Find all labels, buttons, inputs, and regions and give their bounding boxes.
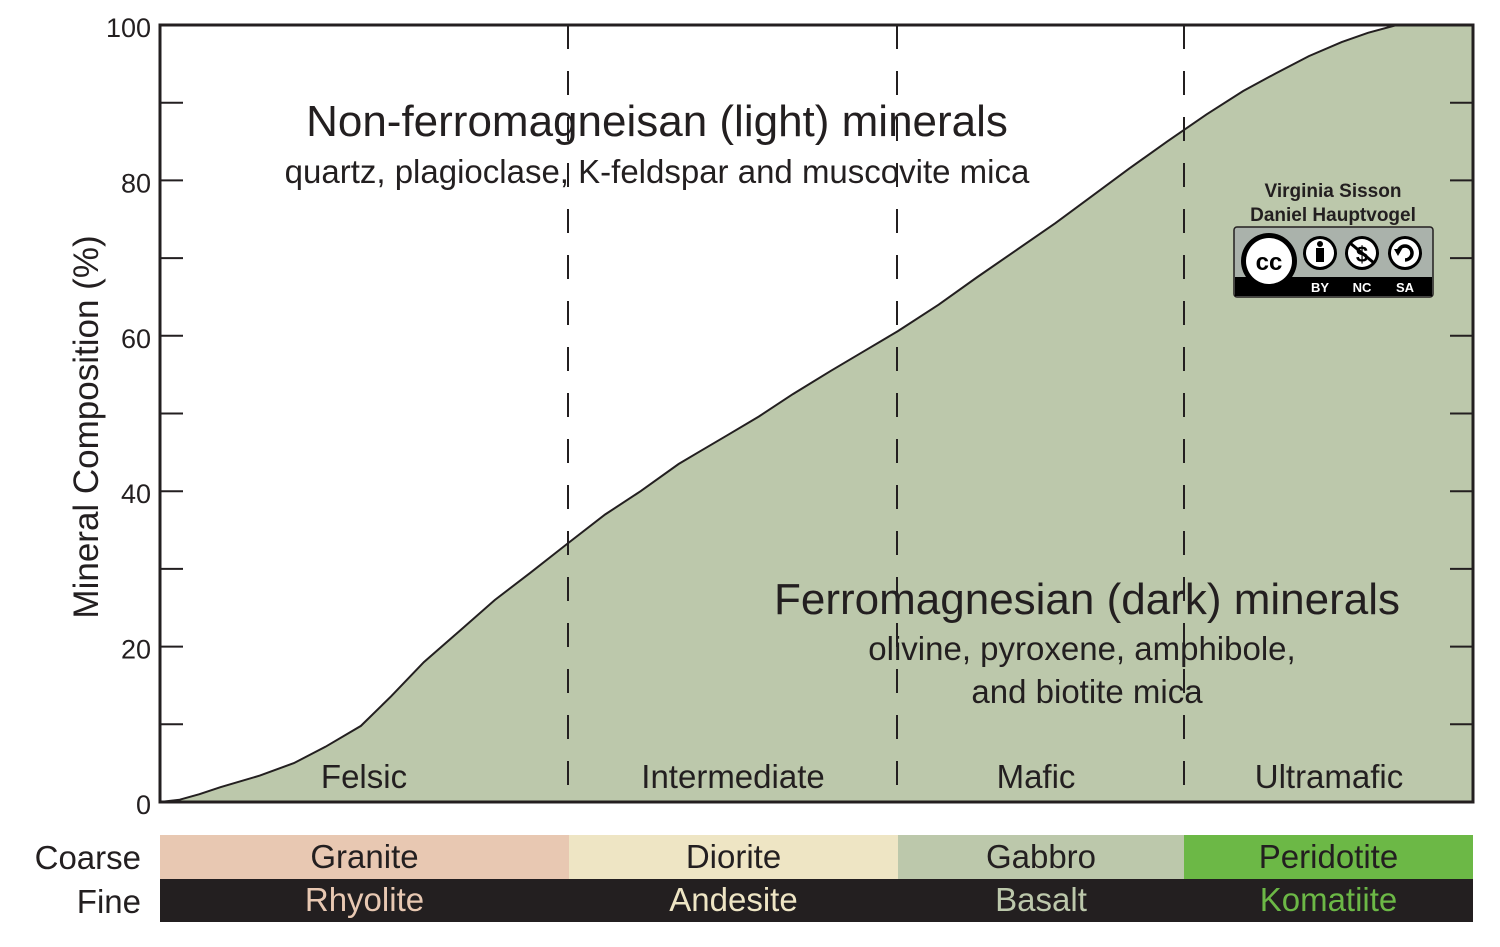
region-label-felsic: Felsic xyxy=(321,758,407,795)
row-label-fine: Fine xyxy=(77,883,141,920)
y-tick-label: 40 xyxy=(121,479,151,509)
fine-rock-rock-name: Basalt xyxy=(995,881,1087,918)
y-tick-label: 100 xyxy=(106,13,151,43)
coarse-rock-cell xyxy=(160,835,569,879)
license-label-sa: SA xyxy=(1396,280,1415,295)
coarse-rock-cell xyxy=(898,835,1184,879)
license-label-by: BY xyxy=(1311,280,1329,295)
y-tick-labels: 0 20 40 60 80 100 xyxy=(106,13,151,820)
coarse-rock-rock-name: Diorite xyxy=(686,838,781,875)
attribution-icon xyxy=(1303,236,1337,270)
fine-rock-cell xyxy=(160,879,569,922)
region-label-intermediate: Intermediate xyxy=(641,758,824,795)
dark-minerals-list-line2: and biotite mica xyxy=(971,673,1203,710)
fine-rock-rock-name: Rhyolite xyxy=(305,881,424,918)
noncommercial-icon: $ xyxy=(1345,236,1379,270)
coarse-rock-rock-name: Peridotite xyxy=(1259,838,1398,875)
fine-rock-cell xyxy=(569,879,898,922)
fine-rock-cell xyxy=(1184,879,1473,922)
light-minerals-title: Non-ferromagneisan (light) minerals xyxy=(306,97,1008,146)
cc-logo-text: cc xyxy=(1256,249,1283,276)
credit-author-1: Virginia Sisson xyxy=(1265,181,1402,202)
coarse-rock-rock-name: Gabbro xyxy=(986,838,1096,875)
cc-license-badge: cc $ BY xyxy=(1233,226,1434,298)
region-dividers xyxy=(567,25,1185,802)
dark-minerals-title: Ferromagnesian (dark) minerals xyxy=(774,575,1400,624)
y-tick-label: 80 xyxy=(121,168,151,198)
y-tick-label: 0 xyxy=(136,790,151,820)
fine-row: Rhyolite Andesite Basalt Komatiite xyxy=(160,879,1473,922)
dark-minerals-list-line1: olivine, pyroxene, amphibole, xyxy=(868,630,1295,667)
license-label-nc: NC xyxy=(1353,280,1372,295)
coarse-rock-rock-name: Granite xyxy=(310,838,418,875)
fine-rock-cell xyxy=(898,879,1184,922)
ferromagnesian-area xyxy=(160,25,1473,802)
credit-author-2: Daniel Hauptvogel xyxy=(1250,205,1416,226)
coarse-row: Granite Diorite Gabbro Peridotite xyxy=(160,835,1473,879)
credits-block: Virginia Sisson Daniel Hauptvogel cc xyxy=(1233,181,1434,298)
row-label-coarse: Coarse xyxy=(35,839,141,876)
coarse-rock-cell xyxy=(1184,835,1473,879)
rock-type-table: Coarse Fine Granite Diorite Gabbro Peridoti… xyxy=(35,835,1473,922)
axis-ticks xyxy=(159,24,1474,803)
y-tick-label: 20 xyxy=(121,635,151,665)
region-label-ultramafic: Ultramafic xyxy=(1255,758,1404,795)
y-axis-label: Mineral Composition (%) xyxy=(67,235,106,618)
coarse-rock-cell xyxy=(569,835,898,879)
fine-rock-rock-name: Komatiite xyxy=(1260,881,1398,918)
y-tick-label: 60 xyxy=(121,324,151,354)
fine-rock-rock-name: Andesite xyxy=(669,881,797,918)
sharealike-icon xyxy=(1388,236,1422,270)
light-minerals-list: quartz, plagioclase, K-feldspar and musc… xyxy=(285,153,1030,190)
composition-boundary-line xyxy=(159,24,1473,803)
region-label-mafic: Mafic xyxy=(997,758,1076,795)
cc-logo-icon: cc xyxy=(1241,233,1297,289)
